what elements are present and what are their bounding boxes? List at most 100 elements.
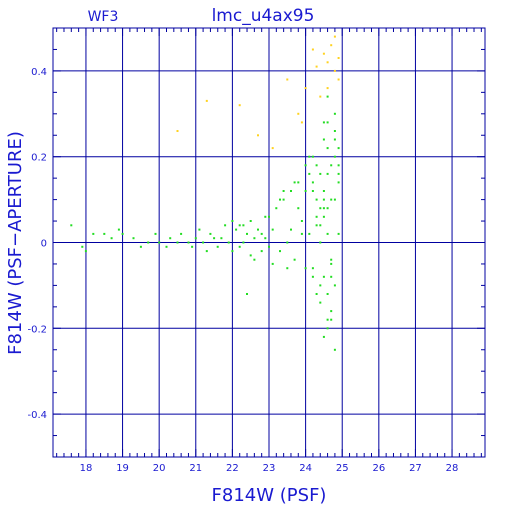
y-axis-label: F814W (PSF−APERTURE)	[5, 131, 26, 355]
data-point	[154, 232, 157, 235]
data-point	[330, 44, 333, 47]
data-point	[202, 241, 205, 244]
x-tick-label: 28	[446, 463, 459, 474]
data-point	[326, 121, 329, 124]
data-point	[253, 237, 256, 240]
data-point	[290, 228, 292, 231]
data-point	[337, 147, 340, 150]
data-point	[246, 232, 248, 235]
data-point	[231, 220, 234, 222]
y-tick-label: -0.2	[27, 324, 47, 335]
x-tick-label: 20	[153, 463, 166, 474]
data-point	[311, 181, 314, 184]
data-point	[322, 215, 325, 218]
data-point	[103, 232, 106, 235]
data-point	[337, 232, 340, 235]
data-point	[268, 245, 270, 248]
data-point	[304, 87, 307, 90]
data-point	[271, 147, 274, 150]
data-point	[326, 232, 329, 235]
data-point	[308, 232, 311, 235]
data-point	[311, 48, 314, 51]
data-point	[322, 121, 325, 124]
grid-lines	[53, 28, 485, 457]
data-point	[330, 258, 333, 261]
data-point	[333, 69, 336, 72]
data-point	[333, 35, 336, 38]
data-point	[205, 250, 208, 253]
data-point	[322, 190, 325, 192]
data-point	[322, 207, 325, 210]
data-point	[308, 172, 311, 175]
data-point	[213, 237, 216, 240]
data-point	[308, 155, 311, 158]
data-point	[282, 190, 285, 192]
data-point	[238, 104, 241, 107]
data-point	[290, 190, 292, 192]
data-point	[333, 112, 336, 115]
data-point	[330, 262, 333, 265]
data-point	[319, 95, 322, 98]
data-point	[326, 207, 329, 210]
data-point	[249, 220, 252, 222]
x-tick-label: 22	[226, 463, 239, 474]
data-point	[279, 250, 281, 253]
data-point	[275, 207, 278, 210]
data-point	[286, 267, 289, 270]
x-tick-label: 21	[189, 463, 202, 474]
data-point	[326, 147, 329, 150]
data-point	[326, 95, 329, 98]
data-point	[268, 215, 270, 218]
data-point	[191, 245, 194, 248]
data-point	[315, 164, 318, 167]
data-point	[253, 258, 256, 261]
data-point	[70, 224, 73, 227]
tick-marks	[53, 27, 485, 458]
data-point	[260, 250, 263, 253]
data-point	[169, 237, 172, 240]
data-point	[235, 228, 238, 231]
y-tick-label: -0.4	[27, 410, 47, 421]
data-point	[220, 237, 223, 240]
data-point	[326, 327, 329, 330]
data-point	[257, 134, 259, 137]
data-point	[165, 245, 168, 248]
data-point	[209, 232, 212, 235]
data-point	[304, 164, 307, 167]
data-point	[158, 241, 161, 244]
data-point	[300, 121, 303, 124]
data-point	[322, 275, 325, 278]
plot-frame	[52, 27, 486, 458]
data-point	[326, 172, 329, 175]
data-point	[337, 172, 340, 175]
data-point	[117, 228, 120, 231]
data-point	[293, 181, 296, 184]
data-point	[187, 241, 190, 244]
data-point	[84, 250, 87, 253]
x-tick-label: 25	[336, 463, 349, 474]
data-point	[132, 237, 135, 240]
data-point	[121, 232, 124, 235]
data-point	[242, 241, 245, 244]
data-point	[286, 241, 289, 244]
corner-label: WF3	[88, 9, 119, 25]
data-point	[257, 228, 259, 231]
data-point	[249, 254, 252, 257]
data-point	[319, 241, 322, 244]
data-point	[337, 181, 340, 184]
data-point	[319, 301, 322, 304]
y-tick-label: 0.2	[31, 153, 47, 164]
data-point	[315, 198, 318, 201]
data-point	[311, 267, 314, 270]
data-point	[271, 262, 274, 265]
data-point	[319, 172, 322, 175]
data-point	[198, 228, 201, 231]
y-tick-label: 0.4	[31, 67, 47, 78]
data-point	[315, 293, 318, 295]
x-tick-label: 19	[116, 463, 129, 474]
data-point	[337, 78, 340, 81]
data-point	[216, 245, 219, 248]
